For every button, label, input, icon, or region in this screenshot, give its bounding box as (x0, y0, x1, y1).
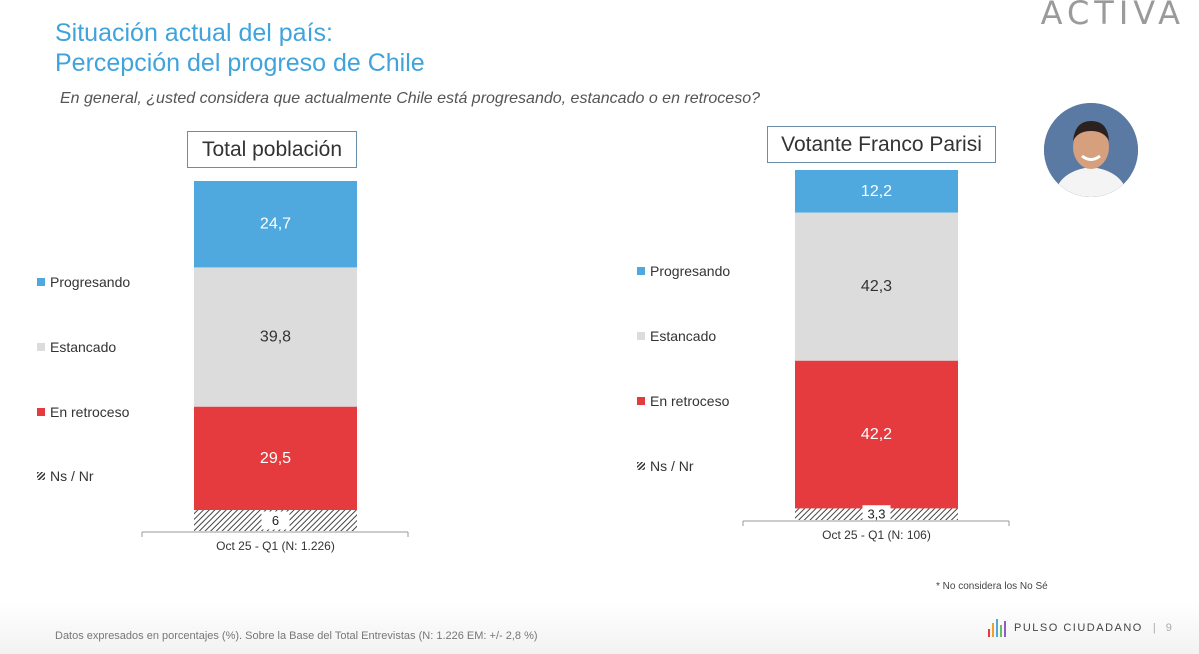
title-line-2: Percepción del progreso de Chile (55, 49, 425, 77)
slide-title: Situación actual del país: Percepción de… (55, 18, 425, 78)
x-tick-label: Oct 25 - Q1 (N: 106) (822, 528, 931, 542)
bar-segment-en-retroceso (795, 360, 958, 509)
data-label: 42,2 (861, 426, 892, 443)
survey-question: En general, ¿usted considera que actualm… (60, 90, 760, 107)
data-label: 12,2 (861, 183, 892, 200)
data-label-background (862, 505, 891, 524)
candidate-photo (1044, 103, 1138, 197)
footer-bar (0, 602, 1199, 654)
page-number: 9 (1165, 622, 1172, 634)
title-line-1: Situación actual del país: (55, 19, 333, 47)
bar-segment-en-retroceso (194, 406, 357, 510)
data-label: 6 (272, 513, 279, 528)
data-label: 42,3 (861, 278, 892, 295)
data-label: 29,5 (260, 450, 291, 467)
footnote: * No considera los No Sé (936, 581, 1048, 592)
bar-segment-progresando (194, 181, 357, 268)
data-label: 39,8 (260, 329, 291, 346)
x-tick-label: Oct 25 - Q1 (N: 1.226) (216, 539, 335, 553)
person-silhouette-icon (1044, 103, 1138, 197)
pulso-logo-icon (988, 619, 1006, 637)
footer-note: Datos expresados en porcentajes (%). Sob… (55, 630, 538, 642)
bar-segment-progresando (795, 170, 958, 213)
footer-brand-name: PULSO CIUDADANO (1014, 622, 1143, 634)
data-label-background (261, 511, 290, 530)
bar-segment-estancado (795, 212, 958, 361)
data-label: 3,3 (867, 507, 885, 522)
bar-segment-estancado (194, 267, 357, 407)
footer-separator: | (1152, 622, 1156, 634)
data-label: 24,7 (260, 216, 291, 233)
footer-brand: PULSO CIUDADANO | 9 (988, 619, 1172, 637)
brand-logo: ACTIVA (1040, 0, 1185, 32)
